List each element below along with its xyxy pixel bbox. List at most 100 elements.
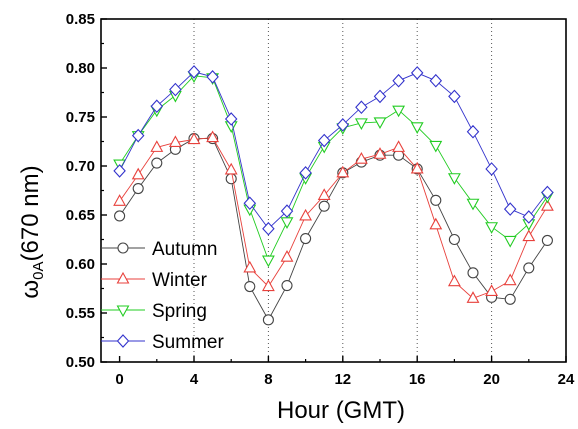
- data-point-summer: [466, 124, 480, 139]
- data-point-autumn: [281, 280, 293, 292]
- data-point-autumn: [541, 234, 553, 247]
- data-point-winter: [392, 140, 406, 152]
- data-point-autumn: [430, 194, 442, 206]
- data-point-summer: [522, 210, 536, 224]
- data-point-autumn: [523, 262, 535, 274]
- data-point-winter: [429, 217, 443, 230]
- data-point-winter: [540, 199, 554, 211]
- data-point-summer: [169, 82, 182, 97]
- x-tick-label: 8: [264, 371, 272, 388]
- legend-label-winter: Winter: [152, 270, 208, 291]
- data-point-summer: [373, 89, 387, 104]
- x-tick-label: 24: [558, 371, 575, 388]
- data-point-summer: [410, 66, 424, 80]
- y-tick-label: 0.65: [66, 207, 95, 224]
- data-point-winter: [243, 260, 257, 273]
- data-point-spring: [503, 235, 517, 248]
- y-tick-label: 0.75: [66, 109, 95, 126]
- data-point-winter: [373, 147, 387, 159]
- data-point-summer: [299, 166, 312, 180]
- series-winter: [113, 130, 554, 303]
- x-axis-label: Hour (GMT): [277, 397, 405, 424]
- legend-item-spring: Spring: [101, 301, 207, 322]
- data-point-winter: [354, 151, 368, 164]
- data-point-spring: [354, 118, 368, 131]
- data-point-spring: [280, 217, 294, 230]
- data-point-winter: [187, 132, 201, 145]
- data-point-summer: [392, 73, 405, 88]
- data-point-summer: [187, 65, 201, 79]
- legend-item-summer: Summer: [101, 332, 224, 353]
- series-autumn: [114, 133, 553, 326]
- y-tick-label: 0.50: [66, 354, 95, 371]
- data-point-autumn: [318, 200, 330, 212]
- y-axis-label-symbol: ω: [17, 280, 44, 299]
- data-point-spring: [429, 140, 443, 153]
- data-point-winter: [522, 229, 536, 242]
- data-point-spring: [466, 198, 480, 211]
- data-point-summer: [355, 100, 368, 115]
- data-point-autumn: [114, 210, 126, 222]
- x-tick-label: 20: [483, 371, 500, 388]
- data-point-winter: [224, 162, 238, 175]
- data-point-winter: [447, 274, 461, 287]
- data-point-winter: [466, 291, 480, 303]
- legend-label-spring: Spring: [152, 301, 207, 322]
- data-point-summer: [503, 202, 517, 216]
- legend-marker-autumn: [117, 242, 129, 254]
- data-point-autumn: [132, 182, 144, 195]
- data-point-autumn: [244, 280, 256, 293]
- data-point-summer: [150, 99, 164, 114]
- data-point-winter: [206, 130, 220, 143]
- legend: Autumn Winter Spring Summer: [101, 239, 224, 353]
- data-point-summer: [541, 185, 554, 200]
- y-axis-label-subscript: 0A: [30, 261, 47, 279]
- data-point-summer: [206, 70, 219, 84]
- y-axis-label: ω0A(670 nm): [17, 165, 47, 298]
- data-point-autumn: [225, 173, 237, 185]
- data-point-spring: [485, 222, 499, 234]
- data-point-winter: [503, 273, 517, 286]
- data-point-winter: [150, 140, 164, 152]
- legend-label-autumn: Autumn: [152, 239, 217, 260]
- y-tick-label: 0.80: [66, 60, 95, 77]
- legend-marker-summer: [116, 334, 130, 348]
- data-point-winter: [336, 165, 350, 178]
- data-point-winter: [485, 284, 499, 296]
- data-point-summer: [336, 118, 350, 132]
- data-point-winter: [280, 249, 294, 262]
- x-tick-label: 4: [190, 371, 199, 388]
- data-point-summer: [113, 164, 126, 178]
- data-point-summer: [224, 112, 238, 126]
- y-axis-label-unit: (670 nm): [17, 165, 44, 261]
- data-point-spring: [392, 105, 406, 118]
- series-summer: [113, 65, 554, 236]
- series-line-autumn: [119, 138, 548, 321]
- data-point-summer: [485, 162, 498, 176]
- legend-item-winter: Winter: [101, 270, 208, 291]
- legend-item-autumn: Autumn: [101, 239, 217, 260]
- data-point-summer: [317, 133, 331, 148]
- data-point-winter: [299, 208, 313, 221]
- x-tick-label: 12: [334, 371, 351, 388]
- data-point-winter: [113, 194, 127, 206]
- data-point-spring: [410, 122, 424, 134]
- data-point-summer: [429, 73, 443, 88]
- data-point-spring: [447, 173, 461, 185]
- x-tick-label: 0: [115, 371, 123, 388]
- data-point-spring: [261, 255, 275, 268]
- data-point-autumn: [504, 293, 516, 305]
- data-point-summer: [243, 196, 257, 211]
- legend-label-summer: Summer: [152, 332, 224, 353]
- y-tick-label: 0.55: [66, 305, 95, 322]
- legend-marker-winter: [116, 271, 130, 284]
- data-point-summer: [262, 221, 275, 236]
- x-tick-label: 16: [409, 371, 426, 388]
- data-point-spring: [373, 117, 387, 130]
- y-tick-label: 0.60: [66, 256, 95, 273]
- data-point-autumn: [448, 233, 460, 246]
- y-tick-label: 0.85: [66, 11, 95, 28]
- data-point-winter: [131, 167, 145, 180]
- data-point-summer: [448, 89, 461, 104]
